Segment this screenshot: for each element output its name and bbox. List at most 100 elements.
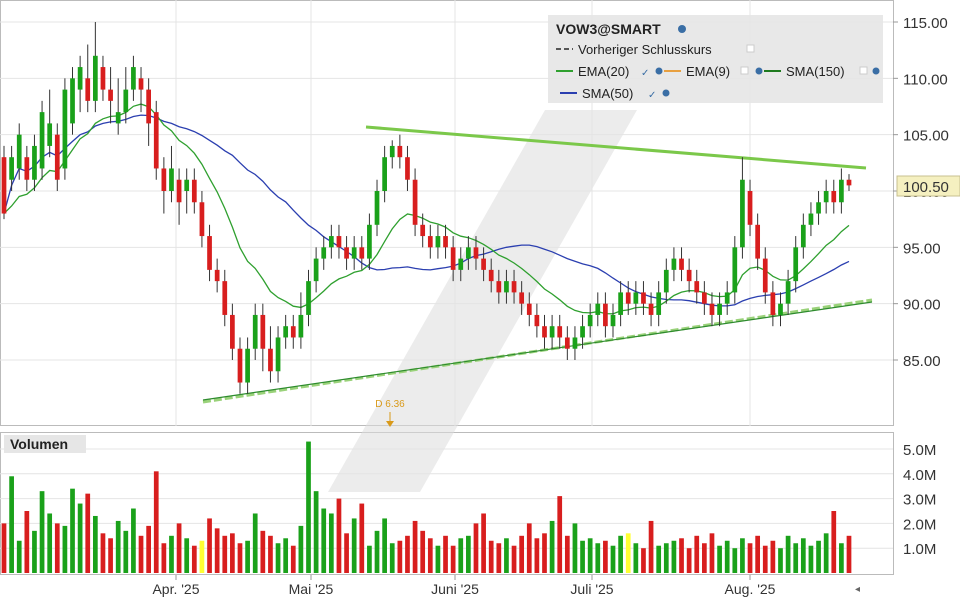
volume-bar[interactable] bbox=[115, 520, 121, 573]
candle[interactable] bbox=[427, 224, 433, 259]
volume-bar[interactable] bbox=[686, 548, 692, 573]
volume-bar[interactable] bbox=[808, 545, 814, 573]
dividend-marker[interactable]: D 6.36 bbox=[375, 399, 405, 427]
volume-bar[interactable] bbox=[800, 538, 806, 573]
support-trendline[interactable] bbox=[202, 298, 873, 404]
candle[interactable] bbox=[367, 213, 372, 270]
volume-bar[interactable] bbox=[526, 523, 532, 573]
volume-bar[interactable] bbox=[344, 533, 349, 573]
candle[interactable] bbox=[92, 22, 98, 113]
volume-bar[interactable] bbox=[770, 540, 776, 573]
candle[interactable] bbox=[16, 123, 22, 180]
volume-bar[interactable] bbox=[747, 543, 753, 573]
candle[interactable] bbox=[778, 292, 783, 327]
candle[interactable] bbox=[800, 213, 806, 259]
volume-bar[interactable] bbox=[633, 543, 639, 573]
candle[interactable] bbox=[724, 281, 730, 315]
volume-bar[interactable] bbox=[306, 441, 311, 573]
sma150-settings-icon[interactable] bbox=[872, 67, 880, 75]
candle[interactable] bbox=[397, 134, 403, 169]
volume-bar[interactable] bbox=[123, 530, 129, 573]
candle[interactable] bbox=[382, 145, 387, 203]
volume-bar[interactable] bbox=[359, 503, 365, 573]
volume-bar[interactable] bbox=[557, 496, 563, 573]
volume-bar[interactable] bbox=[313, 491, 319, 573]
volume-bar[interactable] bbox=[252, 513, 258, 573]
volume-bar[interactable] bbox=[702, 543, 707, 573]
candle[interactable] bbox=[557, 314, 563, 349]
volume-bar[interactable] bbox=[275, 543, 281, 573]
volume-bar[interactable] bbox=[374, 530, 380, 573]
candle[interactable] bbox=[374, 179, 380, 237]
candle[interactable] bbox=[435, 224, 441, 259]
candle[interactable] bbox=[504, 269, 509, 304]
volume-bar[interactable] bbox=[389, 543, 395, 573]
candle[interactable] bbox=[747, 179, 753, 237]
candle[interactable] bbox=[62, 78, 68, 180]
volume-bar[interactable] bbox=[587, 538, 593, 573]
volume-bar[interactable] bbox=[778, 548, 783, 573]
candle[interactable] bbox=[671, 247, 677, 282]
candle[interactable] bbox=[564, 326, 570, 360]
volume-bar[interactable] bbox=[77, 503, 83, 573]
volume-bar[interactable] bbox=[336, 498, 342, 573]
candle[interactable] bbox=[138, 67, 144, 113]
volume-bar[interactable] bbox=[70, 488, 75, 573]
candle[interactable] bbox=[443, 224, 448, 259]
volume-bar[interactable] bbox=[351, 518, 357, 573]
candle[interactable] bbox=[191, 168, 197, 214]
volume-bar[interactable] bbox=[450, 545, 456, 573]
volume-bar[interactable] bbox=[648, 520, 654, 573]
candle[interactable] bbox=[108, 67, 113, 124]
volume-bar[interactable] bbox=[839, 543, 844, 573]
candle[interactable] bbox=[176, 168, 182, 225]
candle[interactable] bbox=[9, 145, 14, 191]
volume-bar[interactable] bbox=[146, 525, 151, 573]
volume-bar[interactable] bbox=[153, 471, 159, 573]
volume-bar[interactable] bbox=[694, 535, 700, 573]
candle[interactable] bbox=[481, 247, 486, 282]
volume-bar[interactable] bbox=[9, 476, 14, 573]
candle[interactable] bbox=[793, 236, 799, 293]
volume-bar[interactable] bbox=[100, 533, 106, 573]
candle[interactable] bbox=[412, 168, 418, 237]
candle[interactable] bbox=[663, 258, 669, 304]
volume-bar[interactable] bbox=[32, 530, 37, 573]
candle[interactable] bbox=[633, 281, 639, 315]
volume-bar[interactable] bbox=[709, 533, 715, 573]
candle[interactable] bbox=[618, 281, 623, 327]
candle[interactable] bbox=[237, 337, 243, 394]
sma150-toggle-icon[interactable] bbox=[859, 66, 868, 75]
volume-bar[interactable] bbox=[207, 518, 212, 573]
candle[interactable] bbox=[199, 191, 205, 248]
candle[interactable] bbox=[245, 337, 250, 394]
volume-bar[interactable] bbox=[785, 535, 791, 573]
volume-bar[interactable] bbox=[542, 533, 547, 573]
volume-bar[interactable] bbox=[16, 540, 22, 573]
volume-bar[interactable] bbox=[412, 520, 418, 573]
candle[interactable] bbox=[131, 55, 136, 101]
candle[interactable] bbox=[846, 174, 852, 191]
candle[interactable] bbox=[70, 67, 75, 135]
volume-bar[interactable] bbox=[382, 518, 387, 573]
ema20-line[interactable] bbox=[3, 103, 850, 315]
volume-bar[interactable] bbox=[367, 545, 372, 573]
candle[interactable] bbox=[732, 236, 738, 304]
candle[interactable] bbox=[169, 145, 174, 203]
candle[interactable] bbox=[587, 303, 593, 338]
candle[interactable] bbox=[207, 224, 212, 282]
candle[interactable] bbox=[694, 269, 700, 304]
candle[interactable] bbox=[77, 55, 83, 113]
volume-bar[interactable] bbox=[793, 543, 799, 573]
volume-bar[interactable] bbox=[831, 511, 837, 573]
candle[interactable] bbox=[153, 100, 159, 180]
candle[interactable] bbox=[755, 213, 761, 270]
volume-bar[interactable] bbox=[47, 513, 53, 573]
candle[interactable] bbox=[321, 236, 327, 270]
volume-bar[interactable] bbox=[488, 540, 494, 573]
prev-close-toggle-icon[interactable] bbox=[746, 44, 755, 53]
volume-bar[interactable] bbox=[397, 540, 403, 573]
candle[interactable] bbox=[450, 236, 456, 282]
volume-bar[interactable] bbox=[191, 545, 197, 573]
volume-bar[interactable] bbox=[214, 528, 220, 573]
